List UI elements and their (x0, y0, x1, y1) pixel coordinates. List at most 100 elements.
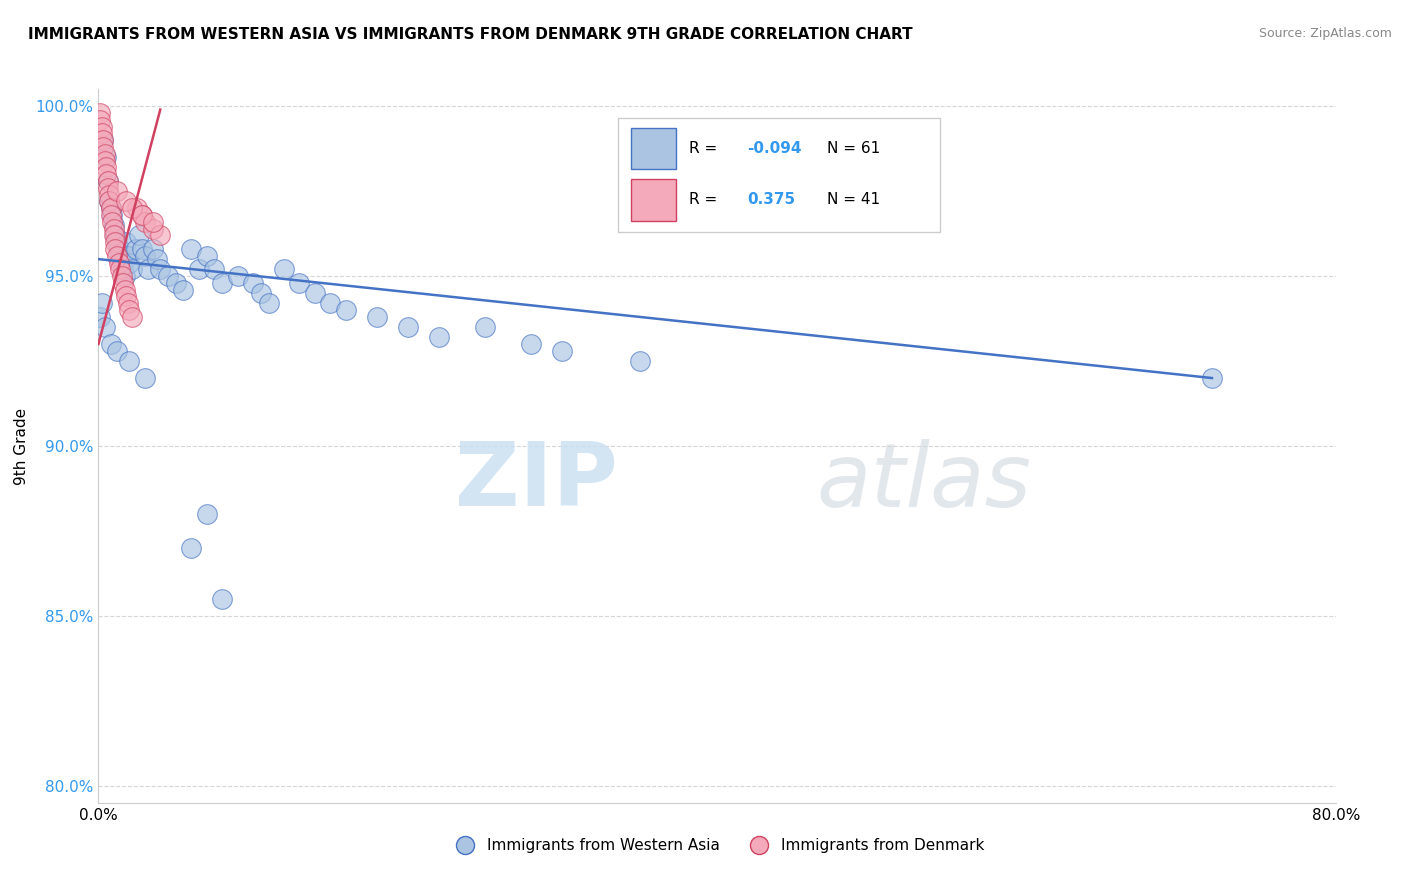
Point (131, 208, 153, 222)
Point (108, 262, 131, 277)
Point (628, 354, 651, 368)
Point (195, 249, 218, 263)
Point (1201, 371, 1223, 385)
Point (100, 337, 122, 351)
Text: IMMIGRANTS FROM WESTERN ASIA VS IMMIGRANTS FROM DENMARK 9TH GRADE CORRELATION CH: IMMIGRANTS FROM WESTERN ASIA VS IMMIGRAN… (28, 27, 912, 42)
Point (146, 252, 169, 266)
Point (103, 221, 125, 235)
Point (157, 269, 180, 284)
Point (97, 180, 120, 194)
Point (188, 262, 211, 277)
Point (101, 215, 124, 229)
Text: N = 61: N = 61 (827, 141, 880, 156)
Point (257, 296, 280, 310)
Point (114, 269, 136, 284)
Point (117, 249, 139, 263)
Point (136, 262, 159, 277)
Point (195, 507, 218, 521)
Point (100, 201, 122, 215)
Point (103, 228, 125, 243)
Point (90, 296, 112, 310)
Point (273, 262, 295, 277)
Point (128, 228, 150, 243)
Point (117, 296, 139, 310)
Point (108, 249, 131, 263)
Point (98, 187, 121, 202)
Point (427, 330, 450, 344)
Point (474, 320, 496, 334)
Point (180, 242, 202, 256)
Point (101, 208, 124, 222)
Point (93, 320, 115, 334)
FancyBboxPatch shape (631, 128, 676, 169)
Text: -0.094: -0.094 (747, 141, 801, 156)
Point (165, 276, 187, 290)
Point (335, 303, 357, 318)
Point (118, 303, 141, 318)
Point (93, 146, 115, 161)
Point (131, 242, 153, 256)
Point (89, 106, 111, 120)
Legend: Immigrants from Western Asia, Immigrants from Denmark: Immigrants from Western Asia, Immigrants… (443, 832, 991, 859)
Text: atlas: atlas (815, 439, 1031, 524)
FancyBboxPatch shape (619, 118, 939, 232)
Point (242, 276, 264, 290)
Point (366, 310, 388, 324)
Point (115, 289, 138, 303)
Text: N = 41: N = 41 (827, 193, 880, 208)
Point (105, 343, 128, 358)
Point (211, 591, 233, 606)
Point (103, 218, 125, 232)
Point (89, 112, 111, 127)
Point (180, 541, 202, 555)
Point (250, 286, 273, 301)
Point (112, 276, 135, 290)
Point (107, 242, 129, 256)
Point (90, 127, 112, 141)
Text: R =: R = (689, 141, 721, 156)
Point (105, 235, 128, 249)
Point (96, 167, 118, 181)
Point (304, 286, 326, 301)
Point (118, 354, 141, 368)
Text: 0.375: 0.375 (747, 193, 794, 208)
Point (98, 194, 121, 209)
Point (134, 249, 156, 263)
Point (149, 262, 172, 277)
Point (114, 283, 136, 297)
Y-axis label: 9th Grade: 9th Grade (14, 408, 28, 484)
Point (107, 255, 129, 269)
Point (141, 242, 165, 256)
FancyBboxPatch shape (631, 179, 676, 220)
Text: R =: R = (689, 193, 721, 208)
Point (520, 337, 543, 351)
Point (288, 276, 311, 290)
Point (91, 133, 114, 147)
Point (121, 262, 143, 277)
Point (115, 235, 138, 249)
Point (551, 343, 574, 358)
Point (141, 221, 165, 235)
Point (111, 255, 132, 269)
Point (134, 215, 156, 229)
Point (98, 194, 121, 209)
Point (96, 150, 118, 164)
Point (93, 153, 115, 168)
Text: Source: ZipAtlas.com: Source: ZipAtlas.com (1258, 27, 1392, 40)
Point (115, 194, 138, 209)
Point (149, 228, 172, 243)
Point (226, 269, 249, 284)
Point (104, 235, 127, 249)
Point (118, 255, 141, 269)
Point (127, 201, 149, 215)
Point (319, 296, 342, 310)
Point (104, 228, 127, 243)
Point (112, 262, 135, 277)
Point (91, 133, 114, 147)
Point (104, 242, 127, 256)
Point (111, 269, 132, 284)
Point (131, 208, 153, 222)
Point (121, 310, 143, 324)
Point (204, 262, 226, 277)
Point (141, 215, 165, 229)
